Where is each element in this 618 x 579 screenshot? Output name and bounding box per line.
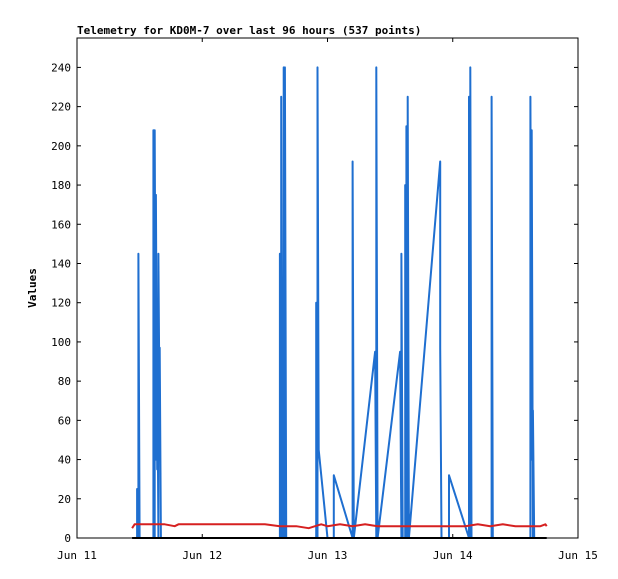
- y-tick-label: 80: [58, 375, 71, 388]
- chart-title: Telemetry for KD0M-7 over last 96 hours …: [77, 24, 421, 37]
- y-tick-label: 20: [58, 493, 71, 506]
- series-line-1: [131, 523, 548, 530]
- y-tick-label: 60: [58, 414, 71, 427]
- y-tick-label: 140: [51, 257, 71, 270]
- y-tick-label: 160: [51, 218, 71, 231]
- y-tick-label: 220: [51, 101, 71, 114]
- x-tick-label: Jun 13: [308, 549, 348, 562]
- x-tick-label: Jun 14: [433, 549, 473, 562]
- y-tick-label: 200: [51, 140, 71, 153]
- y-tick-label: 40: [58, 454, 71, 467]
- y-axis-label: Values: [26, 268, 39, 308]
- y-tick-label: 240: [51, 61, 71, 74]
- x-tick-label: Jun 11: [57, 549, 97, 562]
- y-tick-label: 100: [51, 336, 71, 349]
- x-tick-label: Jun 15: [558, 549, 598, 562]
- series-line-0: [136, 66, 536, 539]
- y-tick-label: 120: [51, 297, 71, 310]
- y-tick-label: 0: [64, 532, 71, 545]
- x-tick-label: Jun 12: [182, 549, 222, 562]
- y-tick-label: 180: [51, 179, 71, 192]
- plot-frame: [76, 37, 579, 539]
